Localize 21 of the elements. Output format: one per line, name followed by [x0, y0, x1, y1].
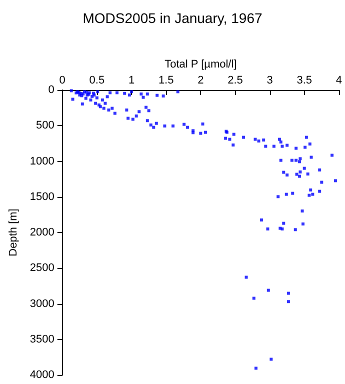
x-tick-label: 2: [198, 74, 204, 86]
y-tick-label: 2000: [30, 226, 54, 238]
x-tick-label: 0.5: [89, 74, 105, 86]
x-tick-label: 3.5: [296, 74, 312, 86]
x-tick-label: 1.5: [158, 74, 174, 86]
y-tick-label: 0: [48, 84, 54, 96]
chart-title: MODS2005 in January, 1967: [82, 10, 262, 26]
y-tick-label: 1500: [30, 190, 54, 203]
x-tick-label: 2.5: [228, 74, 243, 86]
x-tick-label: 0: [59, 74, 66, 86]
y-tick-label: 3500: [30, 333, 54, 346]
x-axis-title: Total P [µmol/l]: [164, 58, 237, 70]
y-tick-label: 3000: [30, 298, 54, 310]
y-tick-label: 4000: [30, 369, 54, 381]
y-axis-title: Depth [m]: [8, 208, 20, 256]
x-tick-label: 1: [128, 74, 135, 86]
y-tick-label: 2500: [30, 262, 54, 274]
x-tick-label: 3: [266, 74, 273, 86]
x-tick-label: 4: [336, 74, 342, 86]
y-tick-label: 500: [36, 120, 54, 132]
y-tick-label: 1000: [30, 155, 54, 168]
